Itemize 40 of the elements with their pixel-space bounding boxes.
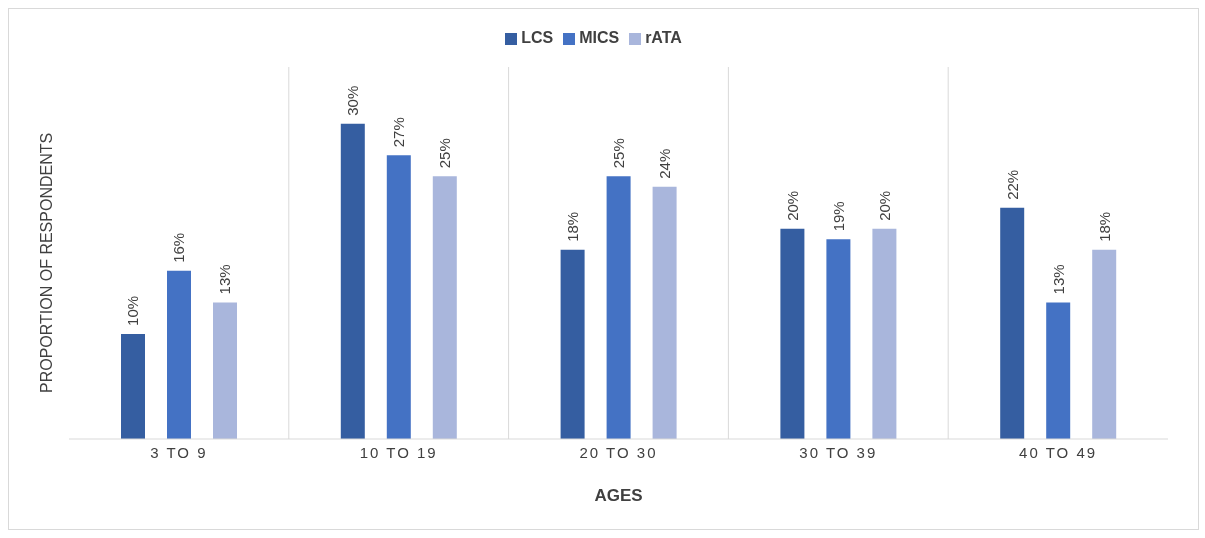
data-label: 27% bbox=[390, 117, 408, 148]
bar bbox=[386, 155, 411, 439]
data-label: 22% bbox=[1003, 169, 1021, 200]
bar bbox=[1092, 249, 1117, 439]
bar bbox=[432, 176, 457, 439]
bar bbox=[340, 123, 365, 439]
legend-label: rATA bbox=[645, 29, 682, 46]
data-label: 30% bbox=[344, 85, 362, 116]
bar bbox=[780, 228, 805, 439]
bar bbox=[606, 176, 631, 439]
data-label: 24% bbox=[656, 148, 674, 179]
bar bbox=[213, 302, 237, 439]
bar bbox=[826, 239, 851, 439]
data-label: 25% bbox=[436, 138, 454, 169]
bar bbox=[167, 270, 191, 439]
data-label: 10% bbox=[124, 295, 142, 326]
data-label: 13% bbox=[1049, 264, 1067, 295]
y-axis-title: PROPORTION OF RESPONDENTS bbox=[37, 132, 55, 393]
x-tick-label: 20 TO 30 bbox=[579, 443, 658, 461]
data-label: 13% bbox=[216, 264, 234, 295]
bar bbox=[1046, 302, 1071, 439]
x-axis-title: AGES bbox=[594, 486, 643, 505]
bar bbox=[560, 249, 585, 439]
data-label: 18% bbox=[564, 211, 582, 242]
x-tick-label: 30 TO 39 bbox=[799, 443, 878, 461]
bar bbox=[652, 186, 677, 439]
data-label: 16% bbox=[170, 232, 188, 263]
data-label: 25% bbox=[610, 138, 628, 169]
legend-label: MICS bbox=[579, 29, 620, 46]
data-label: 19% bbox=[829, 201, 847, 232]
x-tick-label: 40 TO 49 bbox=[1019, 443, 1098, 461]
data-label: 18% bbox=[1095, 211, 1113, 242]
bar bbox=[872, 228, 897, 439]
x-tick-label: 3 TO 9 bbox=[150, 443, 208, 461]
data-label: 20% bbox=[875, 190, 893, 221]
x-tick-label: 10 TO 19 bbox=[359, 443, 438, 461]
bar bbox=[1000, 207, 1025, 439]
bar bbox=[121, 333, 145, 439]
legend-label: LCS bbox=[521, 29, 554, 46]
data-label: 20% bbox=[783, 190, 801, 221]
